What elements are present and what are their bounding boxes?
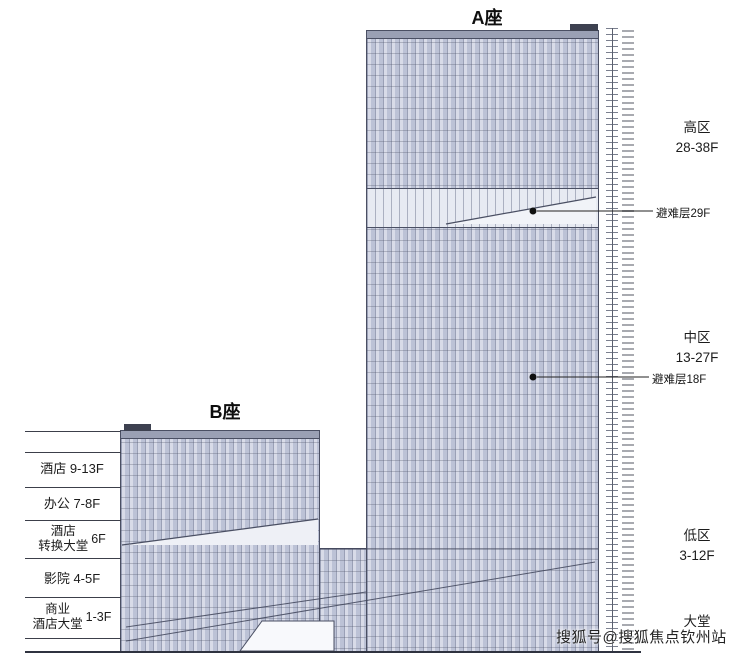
- zone-name: 中区: [683, 330, 711, 345]
- zone-name: 低区: [683, 528, 711, 543]
- left-zone-hotel-label: 酒店 9-13F: [40, 461, 104, 476]
- zone-name-lines: 商业 酒店大堂: [33, 602, 83, 632]
- zone-name-lines: 酒店 转换大堂: [38, 524, 88, 554]
- right-zone-low-label: 低区 3-12F: [656, 526, 738, 566]
- zone-name-line1: 商业: [45, 602, 71, 616]
- left-zone-commercial-lobby-label: 商业 酒店大堂 1-3F: [22, 602, 122, 632]
- tower-b-parapet: [124, 424, 151, 431]
- zone-floor-range: 13-27F: [675, 350, 719, 365]
- left-zone-office-label: 办公 7-8F: [43, 496, 101, 511]
- left-zone-hotel-transfer-lobby-label: 酒店 转换大堂 6F: [22, 524, 122, 554]
- tower-a-title: A座: [471, 8, 503, 28]
- podium-connector-facade: [319, 548, 367, 652]
- zone-name: 高区: [683, 120, 711, 135]
- tower-a-roof-band: [367, 31, 598, 39]
- zone-name-line2: 转换大堂: [38, 539, 89, 553]
- right-zone-high-label: 高区 28-38F: [656, 118, 738, 158]
- tower-a-refuge-floor-band: [367, 188, 598, 228]
- tower-a-facade: [366, 30, 599, 652]
- zone-name-line1: 酒店: [50, 524, 76, 538]
- dimension-elevation-values: [622, 30, 634, 650]
- left-zone-cinema-label: 影院 4-5F: [43, 571, 101, 586]
- zone-name-line2: 酒店大堂: [32, 617, 83, 631]
- zone-floor-range: 3-12F: [679, 548, 715, 563]
- tower-b-title: B座: [209, 402, 241, 422]
- zone-floor-range: 28-38F: [675, 140, 719, 155]
- right-zone-lobby-label: 大堂: [683, 614, 711, 629]
- dimension-line: [612, 28, 613, 652]
- tower-b-facade: [120, 430, 320, 652]
- refuge-floor-29f-label: 避难层29F: [656, 208, 711, 220]
- tower-a-parapet: [570, 24, 598, 31]
- refuge-floor-18f-label: 避难层18F: [652, 374, 707, 386]
- tower-b-roof-band: [121, 431, 319, 439]
- zone-floor-range: 1-3F: [85, 609, 112, 624]
- watermark: 搜狐号@搜狐焦点钦州站: [556, 629, 727, 646]
- right-zone-mid-label: 中区 13-27F: [656, 328, 738, 368]
- zone-floor-range: 6F: [91, 531, 106, 546]
